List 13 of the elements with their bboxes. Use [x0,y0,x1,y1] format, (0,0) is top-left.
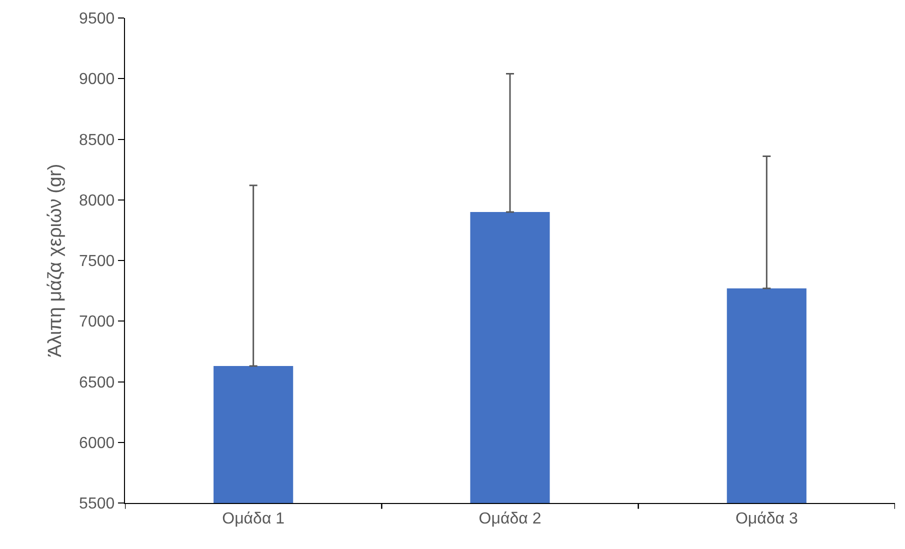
y-tick-label: 6500 [79,374,115,392]
y-tick-label: 8000 [79,192,115,210]
y-tick-label: 6000 [79,434,115,452]
y-tick-label: 5500 [79,496,115,513]
y-tick-label: 7000 [79,314,115,331]
y-tick-label: 7500 [79,253,115,270]
y-tick-label: 8500 [79,132,115,149]
x-tick-label: Ομάδα 2 [478,510,542,528]
y-tick-label: 9500 [79,10,115,28]
x-tick-label: Ομάδα 3 [735,510,798,528]
y-axis-title: Άλιπη μάζα χεριών (gr) [44,164,66,358]
x-tick-label: Ομάδα 1 [222,510,285,528]
y-tick-label: 9000 [79,71,115,88]
